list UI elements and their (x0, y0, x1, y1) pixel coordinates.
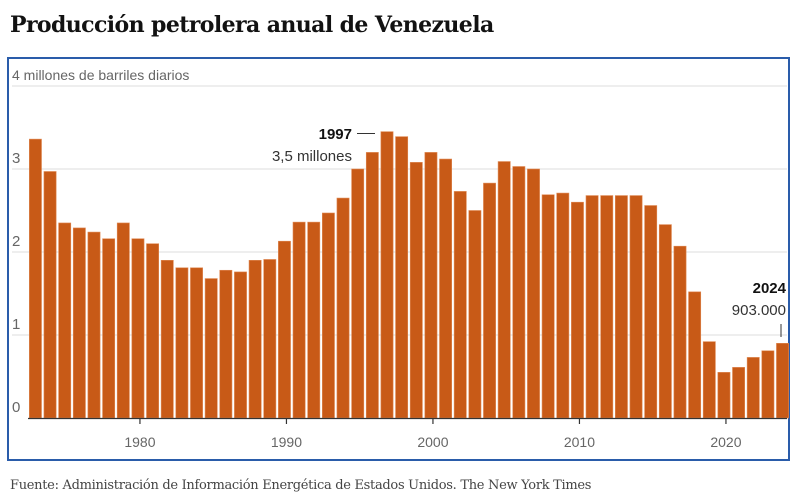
chart-frame (7, 57, 790, 461)
bar-2019 (702, 341, 716, 419)
x-tick-label-1990: 1990 (271, 434, 302, 450)
bar-2001 (439, 158, 452, 419)
bar-1995 (351, 168, 365, 419)
bar-2008 (541, 194, 555, 419)
bar-1997 (380, 131, 394, 419)
bar-2006 (512, 166, 526, 419)
bar-1983 (175, 267, 189, 419)
x-ticks: 1980 1990 2000 2010 2020 (124, 418, 742, 450)
bar-1981 (146, 243, 159, 419)
y-tick-label-1: 1 (12, 316, 20, 333)
bar-2020 (717, 372, 731, 419)
y-axis-label: 4 millones de barriles diarios (12, 67, 189, 83)
bar-2024 (776, 342, 789, 419)
bar-1973 (28, 138, 42, 419)
y-tick-label-2: 2 (12, 233, 20, 250)
bar-1989 (263, 259, 277, 419)
bar-2018 (688, 291, 702, 419)
bar-2022 (746, 357, 760, 419)
bar-1992 (307, 221, 321, 419)
bar-1978 (102, 238, 116, 419)
annotation-2024-value: 903.000 (732, 302, 786, 319)
bar-1996 (365, 152, 379, 419)
bar-2016 (658, 224, 672, 419)
bar-1990 (278, 240, 291, 419)
bar-1985 (204, 278, 218, 419)
bar-1986 (219, 269, 233, 419)
chart-title: Producción petrolera anual de Venezuela (10, 12, 494, 38)
bar-1974 (43, 171, 57, 419)
bar-2015 (644, 205, 658, 419)
x-tick-label-2010: 2010 (564, 434, 595, 450)
y-tick-labels: 1 2 3 0 (12, 150, 20, 416)
bar-2012 (600, 195, 614, 419)
bar-1991 (292, 221, 306, 419)
bar-2021 (732, 367, 745, 419)
bar-2013 (614, 195, 628, 419)
y-tick-label-3: 3 (12, 150, 20, 167)
bar-2005 (497, 161, 511, 419)
bar-1977 (87, 231, 101, 419)
bar-1988 (248, 259, 262, 419)
bar-2000 (424, 152, 438, 419)
bar-2003 (468, 210, 482, 419)
bar-1976 (72, 227, 86, 419)
bar-1999 (409, 162, 423, 419)
bar-1998 (395, 136, 409, 419)
bar-2007 (527, 168, 540, 419)
annotation-1997-value: 3,5 millones (272, 148, 352, 165)
bar-2002 (453, 191, 467, 419)
y-tick-label-0: 0 (12, 399, 20, 416)
bar-2017 (673, 245, 687, 419)
annotation-2024-year: 2024 (753, 280, 787, 297)
bar-2011 (585, 195, 599, 419)
bar-2014 (629, 195, 643, 419)
bar-2023 (761, 350, 775, 419)
bar-1982 (160, 259, 174, 419)
annotations: 1997 3,5 millones 2024 903.000 (272, 126, 787, 337)
x-tick-label-1980: 1980 (124, 434, 155, 450)
x-tick-label-2000: 2000 (417, 434, 448, 450)
bar-2010 (571, 201, 584, 419)
bar-1994 (336, 197, 350, 419)
bar-1987 (234, 271, 247, 419)
annotation-1997-year: 1997 (319, 126, 352, 143)
bar-2009 (556, 192, 570, 419)
x-tick-label-2020: 2020 (710, 434, 741, 450)
bars (28, 131, 789, 419)
bar-1993 (321, 212, 335, 419)
bar-1975 (58, 222, 72, 419)
source-footer: Fuente: Administración de Información En… (10, 478, 592, 493)
bar-2004 (483, 182, 496, 419)
bar-1984 (190, 267, 203, 419)
bar-1980 (131, 238, 145, 419)
bar-1979 (116, 222, 130, 419)
